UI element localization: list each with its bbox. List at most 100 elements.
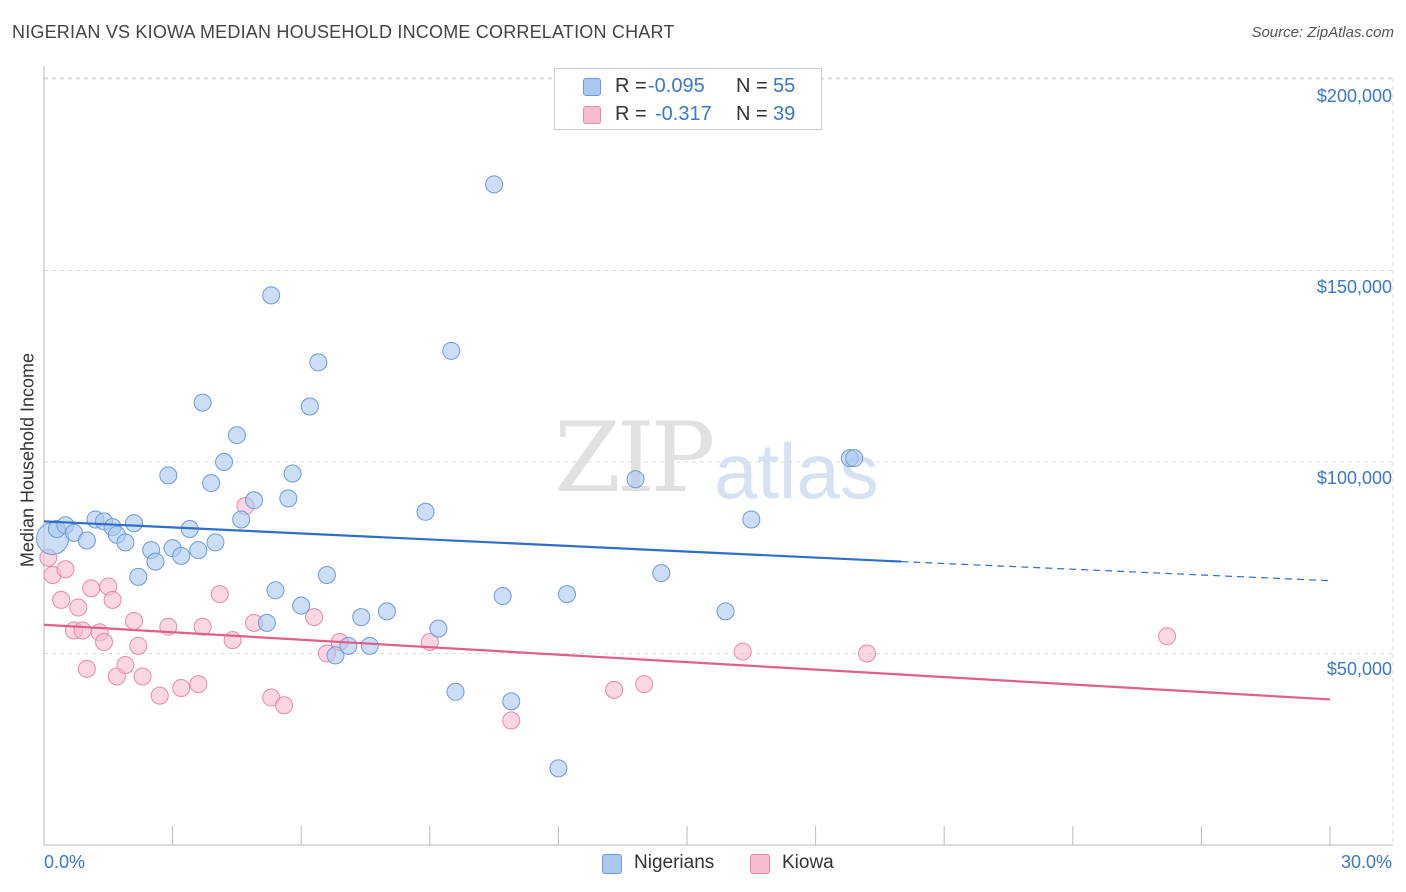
- nigerian-point: [215, 453, 234, 471]
- nigerian-point: [339, 636, 358, 655]
- watermark-zip: ZIP: [554, 402, 715, 514]
- kiowa-point: [103, 590, 122, 609]
- nigerian-point: [77, 531, 96, 550]
- nigerian-point: [429, 619, 448, 638]
- kiowa-point: [858, 644, 877, 663]
- kiowa-point: [129, 636, 148, 655]
- legend-r-value: -0.317: [655, 103, 712, 125]
- nigerian-point: [317, 565, 336, 584]
- legend-row-nigerians: R = -0.095 N = 55: [555, 73, 821, 101]
- kiowa-points: [39, 497, 1177, 730]
- nigerian-point: [502, 692, 521, 711]
- nigerian-point: [257, 613, 276, 632]
- kiowa-legend-swatch: [750, 854, 770, 874]
- legend-n-value: 55: [773, 75, 796, 97]
- nigerian-point: [266, 581, 285, 600]
- trend-lines: [43, 520, 1331, 701]
- nigerians-trend-line: [43, 520, 902, 563]
- nigerian-point: [159, 466, 178, 485]
- kiowa-point: [305, 608, 324, 627]
- legend-r-label: R =: [615, 75, 647, 97]
- series-legend: Nigerians Kiowa: [0, 852, 1406, 878]
- nigerian-point: [125, 514, 144, 533]
- kiowa-trend-line: [43, 623, 1331, 701]
- nigerian-point: [442, 341, 461, 360]
- watermark-atlas: atlas: [714, 427, 879, 515]
- nigerian-point: [193, 393, 212, 412]
- kiowa-point: [56, 560, 75, 579]
- nigerian-point: [232, 510, 251, 529]
- axes: [43, 66, 1393, 846]
- nigerian-point: [300, 397, 319, 416]
- source-credit: Source: ZipAtlas.com: [1251, 24, 1394, 41]
- nigerian-point: [326, 646, 345, 665]
- kiowa-point: [52, 590, 71, 609]
- kiowa-point: [95, 633, 114, 652]
- y-axis-title: Median Household Income: [17, 352, 38, 568]
- nigerian-point: [416, 502, 435, 521]
- x-tick-min: 0.0%: [44, 852, 86, 872]
- nigerian-point: [262, 286, 281, 305]
- kiowa-point: [275, 696, 294, 715]
- nigerians-legend-swatch: [602, 854, 622, 874]
- nigerian-point: [172, 546, 191, 565]
- kiowa-point: [133, 667, 152, 686]
- x-tick-max: 30.0%: [1340, 852, 1392, 872]
- nigerian-point: [557, 585, 576, 604]
- kiowa-point: [82, 579, 101, 598]
- kiowa-point: [73, 621, 92, 640]
- kiowa-point: [210, 585, 229, 604]
- nigerian-point: [202, 474, 221, 493]
- kiowa-point: [150, 686, 169, 705]
- kiowa-point: [172, 678, 191, 697]
- nigerian-point: [716, 602, 735, 621]
- kiowa-point: [733, 642, 752, 661]
- nigerians-swatch: [583, 78, 601, 96]
- kiowa-point: [189, 675, 208, 694]
- nigerian-point: [292, 596, 311, 615]
- kiowa-legend-label: Kiowa: [782, 852, 834, 873]
- nigerian-point: [742, 510, 761, 529]
- nigerians-trend-extension: [901, 560, 1331, 582]
- nigerian-points: [36, 175, 864, 778]
- nigerian-point: [227, 426, 246, 445]
- nigerian-point: [189, 541, 208, 560]
- nigerians-legend-label: Nigerians: [634, 852, 715, 873]
- nigerian-point: [206, 533, 225, 552]
- nigerian-point: [377, 602, 396, 621]
- legend-n-value: 39: [773, 103, 796, 125]
- nigerian-point: [845, 449, 864, 468]
- kiowa-point: [635, 675, 654, 694]
- legend-n-label: N =: [736, 75, 768, 97]
- kiowa-point: [1158, 627, 1177, 646]
- legend-r-label: R =: [615, 103, 647, 125]
- correlation-legend: R = -0.095 N = 55 R = -0.317 N = 39: [554, 68, 822, 130]
- nigerian-point: [493, 587, 512, 606]
- kiowa-point: [605, 680, 624, 699]
- nigerian-point: [652, 564, 671, 583]
- nigerian-point: [626, 470, 645, 489]
- nigerian-point: [549, 759, 568, 778]
- nigerian-point: [279, 489, 298, 508]
- kiowa-point: [116, 655, 135, 674]
- kiowa-point: [502, 711, 521, 730]
- legend-row-kiowa: R = -0.317 N = 39: [555, 101, 821, 129]
- kiowa-point: [125, 611, 144, 630]
- nigerian-point: [283, 464, 302, 483]
- y-tick-100000: $100,000: [1316, 468, 1392, 488]
- nigerian-point: [485, 175, 504, 194]
- nigerian-point: [309, 353, 328, 372]
- y-tick-50000: $50,000: [1326, 659, 1392, 679]
- legend-n-label: N =: [736, 103, 768, 125]
- nigerian-point: [245, 491, 264, 510]
- legend-r-value: -0.095: [648, 75, 705, 97]
- chart-title: NIGERIAN VS KIOWA MEDIAN HOUSEHOLD INCOM…: [12, 22, 675, 42]
- nigerian-point: [352, 608, 371, 627]
- nigerian-point: [146, 552, 165, 571]
- kiowa-swatch: [583, 106, 601, 124]
- nigerian-point: [360, 636, 379, 655]
- nigerian-point: [129, 567, 148, 586]
- y-tick-200000: $200,000: [1316, 86, 1392, 106]
- kiowa-point: [223, 631, 242, 650]
